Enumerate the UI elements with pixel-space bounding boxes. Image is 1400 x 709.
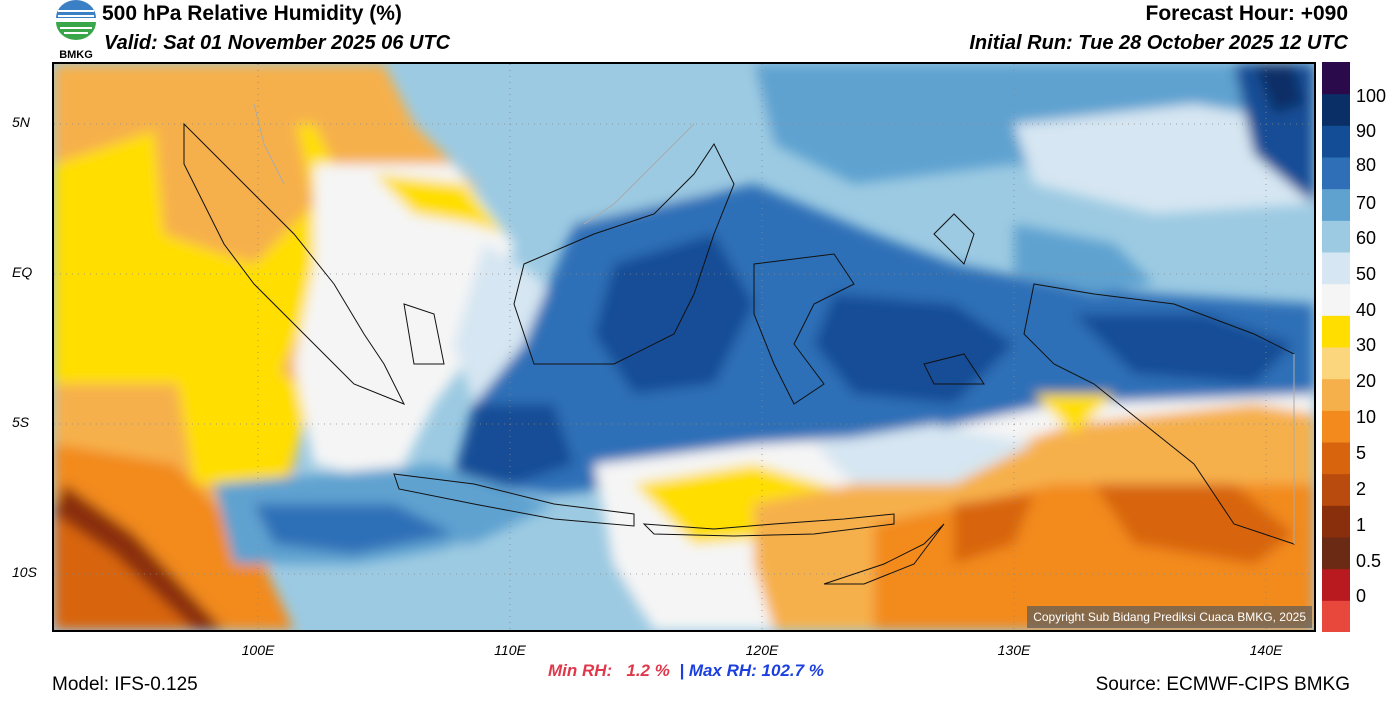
humidity-field: [54, 64, 1314, 630]
colorbar-label: 0: [1356, 586, 1367, 606]
lon-label-130e: 130E: [997, 642, 1031, 658]
colorbar-label: 60: [1356, 228, 1377, 248]
colorbar-segment: [1322, 157, 1350, 190]
colorbar-label: 100: [1356, 86, 1387, 106]
lat-label-10s: 10S: [12, 564, 37, 580]
lat-label-eq: EQ: [12, 264, 33, 280]
colorbar-label: 20: [1356, 371, 1377, 391]
colorbar-segment: [1322, 283, 1350, 316]
rh-stats: Min RH: 1.2 % | Max RH: 102.7 %: [548, 661, 824, 681]
colorbar-segment: [1322, 252, 1350, 285]
colorbar-segment: [1322, 188, 1350, 221]
colorbar-segment: [1322, 537, 1350, 570]
initial-run: Initial Run: Tue 28 October 2025 12 UTC: [969, 32, 1348, 54]
colorbar-label: 5: [1356, 443, 1367, 463]
lon-label-110e: 110E: [494, 642, 526, 658]
lon-label-120e: 120E: [745, 642, 779, 658]
colorbar-segment: [1322, 347, 1350, 380]
colorbar-segment: [1322, 505, 1350, 538]
logo-text: BMKG: [59, 49, 93, 61]
colorbar-label: 2: [1356, 479, 1367, 499]
colorbar-label: 10: [1356, 407, 1377, 427]
colorbar-label: 80: [1356, 155, 1377, 175]
colorbar-label: 1: [1356, 515, 1367, 535]
bmkg-logo: BMKG: [52, 0, 100, 62]
borders: [253, 103, 1295, 544]
colorbar-segment: [1322, 378, 1350, 411]
colorbar-segment: [1322, 568, 1350, 601]
colorbar-segment: [1322, 315, 1350, 348]
coastlines: [183, 122, 1295, 585]
colorbar-label: 70: [1356, 193, 1377, 213]
stats-separator: |: [679, 661, 685, 680]
min-rh: Min RH: 1.2 %: [548, 661, 670, 680]
colorbar: [1322, 62, 1350, 632]
lat-label-5n: 5N: [12, 114, 30, 130]
colorbar-label: 0.5: [1356, 551, 1382, 571]
colorbar-segment: [1322, 93, 1350, 126]
colorbar-label: 90: [1356, 121, 1377, 141]
source-label: Source: ECMWF-CIPS BMKG: [1095, 674, 1350, 695]
lat-label-5s: 5S: [12, 414, 30, 430]
max-rh: Max RH: 102.7 %: [688, 661, 824, 680]
colorbar-segment: [1322, 600, 1350, 632]
forecast-hour: Forecast Hour: +090: [1145, 2, 1349, 25]
colorbar-segment: [1322, 125, 1350, 158]
lon-label-100e: 100E: [241, 642, 275, 658]
colorbar-label: 30: [1356, 335, 1377, 355]
humidity-map[interactable]: Copyright Sub Bidang Prediksi Cuaca BMKG…: [52, 62, 1316, 632]
colorbar-segment: [1322, 62, 1350, 95]
colorbar-segment: [1322, 410, 1350, 443]
valid-time: Valid: Sat 01 November 2025 06 UTC: [104, 32, 451, 54]
copyright-notice: Copyright Sub Bidang Prediksi Cuaca BMKG…: [1027, 606, 1312, 628]
colorbar-segment: [1322, 473, 1350, 506]
grid-lines: [54, 64, 1314, 630]
colorbar-label: 40: [1356, 300, 1377, 320]
lon-label-140e: 140E: [1249, 642, 1283, 658]
chart-title: 500 hPa Relative Humidity (%): [102, 2, 402, 25]
colorbar-label: 50: [1356, 264, 1377, 284]
model-label: Model: IFS-0.125: [52, 674, 198, 695]
colorbar-segment: [1322, 220, 1350, 253]
colorbar-segment: [1322, 442, 1350, 475]
